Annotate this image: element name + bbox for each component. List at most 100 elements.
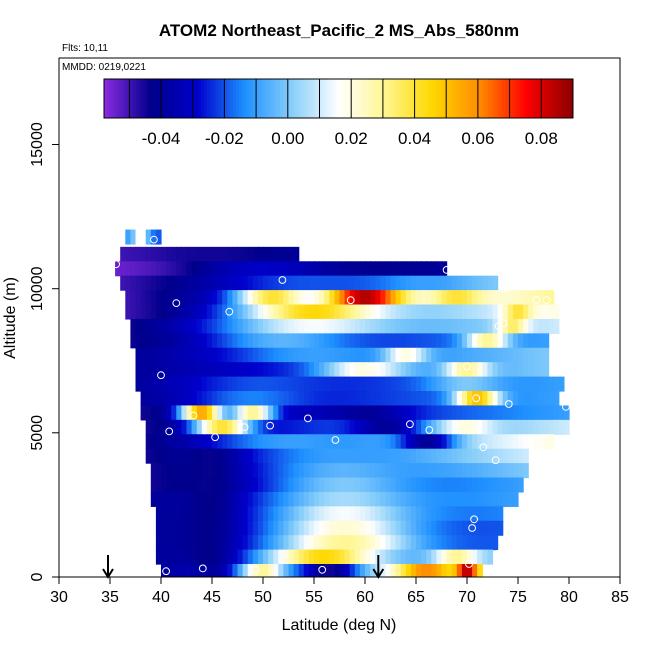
heatmap-cell <box>528 318 534 334</box>
heatmap-cell <box>451 304 458 320</box>
heatmap-cell <box>298 304 305 320</box>
heatmap-cell <box>390 419 397 435</box>
heatmap-cell <box>232 564 239 577</box>
heatmap-cell <box>375 318 381 334</box>
heatmap-cell <box>446 549 453 565</box>
colorbar-swatch <box>505 79 510 118</box>
colorbar-swatch <box>282 79 287 118</box>
heatmap-cell <box>553 318 560 334</box>
heatmap-cell <box>370 520 376 536</box>
heatmap-cell <box>283 463 290 479</box>
heatmap-cell <box>273 463 279 479</box>
heatmap-cell <box>497 448 504 464</box>
heatmap-cell <box>186 304 193 320</box>
sample-point <box>479 443 488 452</box>
heatmap-cell <box>512 448 519 464</box>
heatmap-cell <box>385 491 392 507</box>
colorbar-swatch <box>232 79 237 118</box>
heatmap-cell <box>252 448 259 464</box>
heatmap-cell <box>461 448 468 464</box>
heatmap-cell <box>472 491 478 507</box>
heatmap-cell <box>186 564 193 577</box>
heatmap-cell <box>150 376 157 392</box>
colorbar-swatch <box>194 79 199 118</box>
colorbar-swatch <box>479 79 483 118</box>
heatmap-cell <box>512 463 519 479</box>
heatmap-cell <box>263 434 269 450</box>
heatmap-cell <box>487 520 494 536</box>
heatmap-cell <box>487 290 494 306</box>
heatmap-cell <box>349 333 356 349</box>
heatmap-cell <box>370 477 376 493</box>
heatmap-cell <box>191 246 198 262</box>
heatmap-cell <box>497 304 504 320</box>
heatmap-cell <box>385 333 392 349</box>
heatmap-cell <box>482 405 488 421</box>
heatmap-cell <box>191 463 198 479</box>
heatmap-cell <box>196 506 203 522</box>
heatmap-cell <box>155 506 162 522</box>
heatmap-cell <box>166 261 172 277</box>
heatmap-cell <box>314 448 320 464</box>
heatmap-cell <box>395 549 402 565</box>
heatmap-cell <box>171 419 177 435</box>
heatmap-cell <box>492 434 499 450</box>
colorbar-tick-label: -0.04 <box>142 129 181 148</box>
heatmap-cell <box>507 419 514 435</box>
heatmap-cell <box>405 434 412 450</box>
heatmap-cell <box>217 520 223 536</box>
heatmap-cell <box>354 304 361 320</box>
heatmap-cell <box>349 376 356 392</box>
heatmap-cell <box>451 333 458 349</box>
sample-point <box>500 284 509 293</box>
heatmap-cell <box>400 535 407 551</box>
heatmap-cell <box>375 333 381 349</box>
heatmap-cell <box>426 261 432 277</box>
heatmap-cell <box>278 261 284 277</box>
heatmap-cell <box>416 405 422 421</box>
heatmap-cell <box>548 419 555 435</box>
heatmap-cell <box>390 261 397 277</box>
heatmap-cell <box>161 376 167 392</box>
heatmap-cell <box>375 362 381 378</box>
heatmap-cell <box>441 391 448 407</box>
heatmap-cell <box>400 261 407 277</box>
heatmap-cell <box>487 448 494 464</box>
sample-point <box>225 307 234 316</box>
heatmap-cell <box>416 290 422 306</box>
colorbar-swatch <box>449 79 454 118</box>
heatmap-cell <box>523 434 529 450</box>
heatmap-cell <box>339 405 346 421</box>
heatmap-cell <box>482 362 488 378</box>
heatmap-cell <box>385 448 392 464</box>
heatmap-cell <box>405 304 412 320</box>
heatmap-cell <box>359 535 366 551</box>
heatmap-cell <box>201 304 208 320</box>
colorbar-swatch <box>464 79 468 118</box>
heatmap-cell <box>171 261 177 277</box>
heatmap-cell <box>390 376 397 392</box>
heatmap-cell <box>472 535 478 551</box>
heatmap-cell <box>314 463 320 479</box>
heatmap-cell <box>201 275 208 291</box>
heatmap-cell <box>507 405 514 421</box>
heatmap-cell <box>278 333 284 349</box>
heatmap-cell <box>155 304 162 320</box>
heatmap-cell <box>237 535 244 551</box>
heatmap-cell <box>319 520 325 536</box>
heatmap-cell <box>247 491 254 507</box>
sample-point <box>112 260 120 269</box>
heatmap-cell <box>161 564 167 577</box>
colorbar-swatch <box>329 79 334 118</box>
heatmap-cell <box>196 304 203 320</box>
heatmap-cell <box>543 333 550 349</box>
heatmap-cell <box>512 434 519 450</box>
heatmap-cell <box>385 290 392 306</box>
heatmap-cell <box>329 333 335 349</box>
heatmap-cell <box>145 347 152 363</box>
heatmap-cell <box>155 391 162 407</box>
heatmap-cell <box>456 376 463 392</box>
heatmap-cell <box>344 261 351 277</box>
heatmap-cell <box>222 549 228 565</box>
heatmap-cell <box>359 347 366 363</box>
